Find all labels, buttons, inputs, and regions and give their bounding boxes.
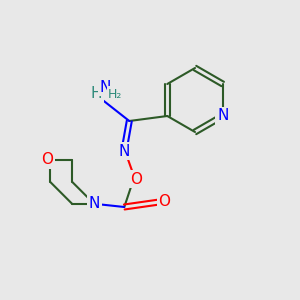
Text: O: O [130, 172, 142, 187]
Text: H: H [91, 86, 102, 101]
Text: N: N [118, 143, 130, 158]
Text: N: N [88, 196, 100, 211]
Text: H₂: H₂ [108, 88, 122, 100]
Text: O: O [41, 152, 53, 167]
Text: O: O [158, 194, 170, 209]
Text: N: N [217, 109, 228, 124]
Text: N: N [100, 80, 111, 94]
